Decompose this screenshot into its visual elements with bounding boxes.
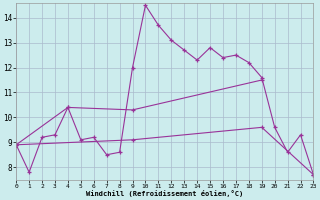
X-axis label: Windchill (Refroidissement éolien,°C): Windchill (Refroidissement éolien,°C) [86,190,244,197]
